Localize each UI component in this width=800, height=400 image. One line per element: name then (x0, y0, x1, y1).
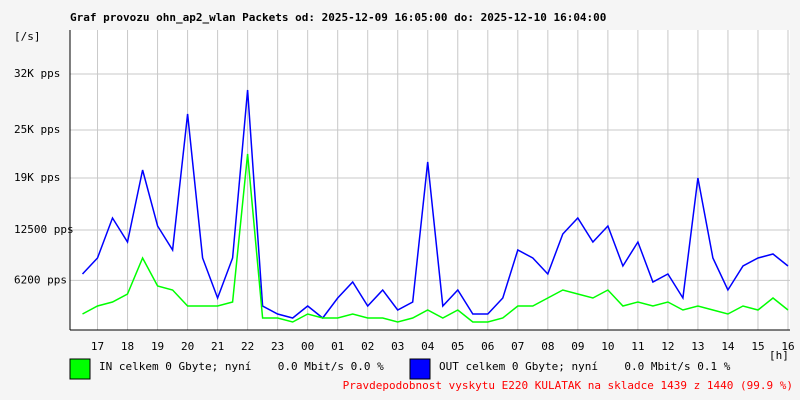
x-tick-label: 23 (271, 340, 284, 353)
x-tick-label: 02 (361, 340, 374, 353)
legend-swatch (409, 358, 431, 380)
legend-label: IN celkem 0 Gbyte; nyní 0.0 Mbit/s 0.0 % (99, 360, 384, 373)
y-tick-label: 19K pps (14, 171, 60, 184)
x-tick-label: 16 (781, 340, 794, 353)
x-tick-label: 19 (151, 340, 164, 353)
x-tick-label: 15 (751, 340, 764, 353)
x-tick-label: 17 (91, 340, 104, 353)
x-tick-label: 01 (331, 340, 344, 353)
x-tick-label: 10 (601, 340, 614, 353)
x-tick-label: 18 (121, 340, 134, 353)
x-tick-label: 12 (661, 340, 674, 353)
x-tick-label: 05 (451, 340, 464, 353)
series-line (81, 89, 789, 320)
x-unit: [h] (769, 349, 789, 362)
legend-swatch (69, 358, 91, 380)
x-tick-label: 00 (301, 340, 314, 353)
y-tick-label: 12500 pps (14, 223, 74, 236)
chart-title: Graf provozu ohn_ap2_wlan Packets od: 20… (70, 11, 606, 24)
footnote: Pravdepodobnost vyskytu E220 KULATAK na … (343, 379, 793, 392)
x-tick-label: 07 (511, 340, 524, 353)
x-tick-label: 20 (181, 340, 194, 353)
x-tick-label: 22 (241, 340, 254, 353)
x-tick-label: 21 (211, 340, 224, 353)
x-tick-label: 13 (691, 340, 704, 353)
y-tick-label: 25K pps (14, 123, 60, 136)
x-tick-label: 03 (391, 340, 404, 353)
x-tick-label: 04 (421, 340, 435, 353)
y-unit: [/s] (14, 30, 41, 43)
x-tick-label: 06 (481, 340, 494, 353)
series-line (82, 153, 789, 323)
x-tick-label: 11 (631, 340, 644, 353)
x-tick-label: 09 (571, 340, 584, 353)
legend-label: OUT celkem 0 Gbyte; nyní 0.0 Mbit/s 0.1 … (439, 360, 731, 373)
y-tick-label: 32K pps (14, 67, 60, 80)
y-tick-label: 6200 pps (14, 273, 67, 286)
x-tick-label: 08 (541, 340, 554, 353)
x-tick-label: 14 (721, 340, 735, 353)
